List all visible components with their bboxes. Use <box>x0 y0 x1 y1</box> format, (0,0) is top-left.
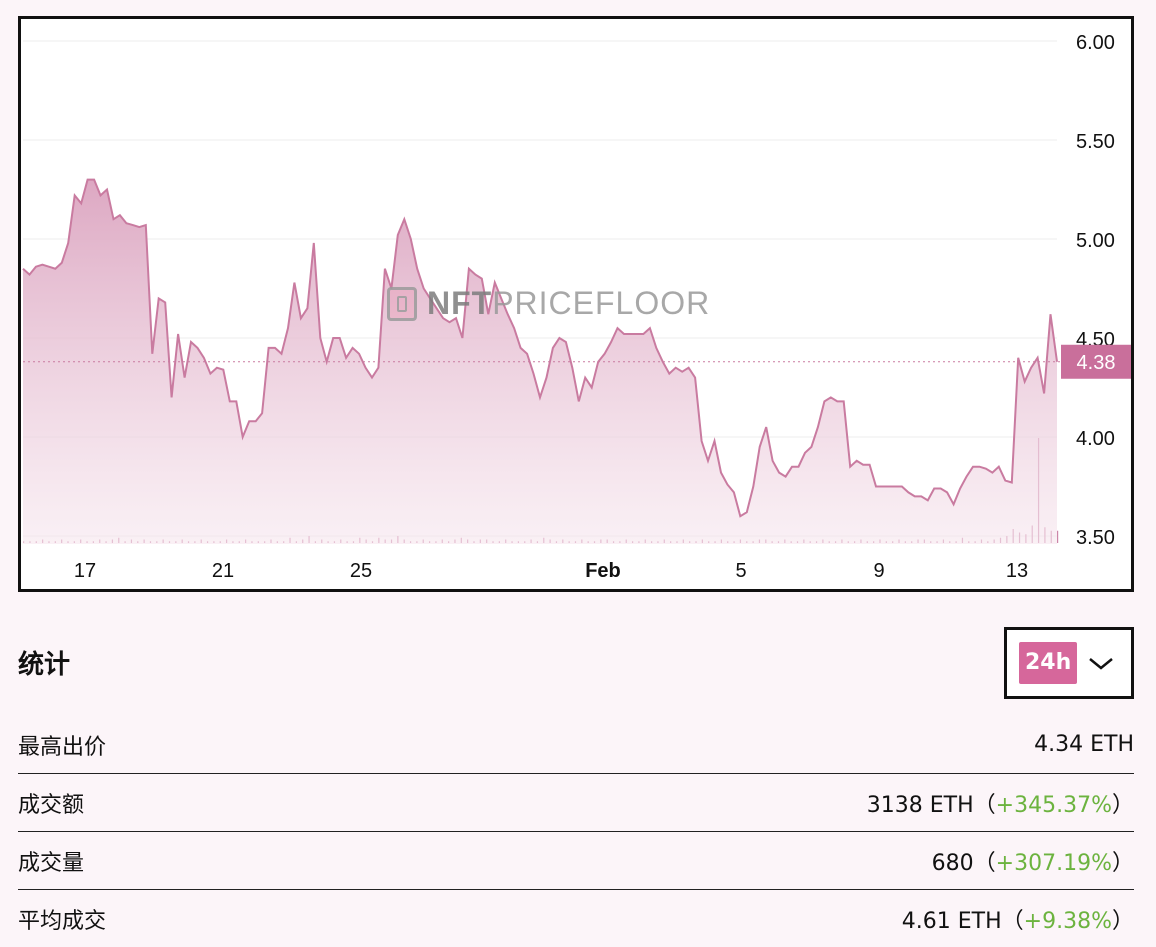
stat-value: 4.34 ETH <box>1034 732 1134 757</box>
watermark-light: PRICEFLOOR <box>492 285 711 321</box>
stat-value: 4.61 ETH（+9.38%） <box>901 908 1134 934</box>
stat-change: +345.37% <box>995 792 1112 818</box>
x-tick-label: 9 <box>873 560 884 582</box>
stat-row-average-sale: 平均成交 4.61 ETH（+9.38%） <box>18 890 1134 947</box>
x-tick-label: 21 <box>212 560 234 582</box>
nftpricefloor-watermark: NFTPRICEFLOOR <box>387 285 710 322</box>
watermark-bold: NFT <box>427 285 493 321</box>
stat-row-volume: 成交额 3138 ETH（+345.37%） <box>18 774 1134 832</box>
y-tick-label: 3.50 <box>1076 527 1115 549</box>
nftpricefloor-logo-icon <box>387 286 417 321</box>
x-tick-label: Feb <box>585 560 621 582</box>
price-chart-svg: 6.005.505.004.504.003.50 17 21 25 Feb 5 9 13 4… <box>22 32 1131 582</box>
stat-change: +9.38% <box>1023 908 1112 934</box>
time-range-dropdown[interactable]: 24h <box>1004 627 1134 699</box>
stat-change: +307.19% <box>995 850 1112 876</box>
stat-label: 平均成交 <box>18 908 107 934</box>
volume-bar <box>1057 530 1059 543</box>
stat-value: 3138 ETH（+345.37%） <box>866 792 1134 818</box>
y-tick-label: 5.00 <box>1076 230 1115 252</box>
stats-list: 最高出价 4.34 ETH 成交额 3138 ETH（+345.37%） 成交量… <box>18 716 1134 947</box>
stat-row-highest-bid: 最高出价 4.34 ETH <box>18 716 1134 774</box>
current-value-label: 4.38 <box>1077 352 1116 374</box>
time-range-value: 24h <box>1019 642 1078 684</box>
x-tick-label: 25 <box>350 560 372 582</box>
stat-label: 最高出价 <box>18 734 107 760</box>
stat-label: 成交量 <box>18 850 85 876</box>
x-tick-label: 17 <box>74 560 96 582</box>
current-value-badge <box>1061 344 1131 379</box>
chevron-down-icon <box>1089 658 1114 670</box>
price-line <box>22 178 1058 518</box>
x-tick-label: 5 <box>735 560 746 582</box>
price-chart[interactable]: 6.00 5.50 5.00 4.50 4.00 3.50 17 21 25 Feb 5 9 13 4… <box>18 16 1134 592</box>
stat-label: 成交额 <box>18 792 85 818</box>
stats-title: 统计 <box>18 650 71 680</box>
stat-row-sales: 成交量 680（+307.19%） <box>18 832 1134 890</box>
stat-value: 680（+307.19%） <box>931 850 1134 876</box>
x-tick-label: 13 <box>1006 560 1028 582</box>
y-tick-label: 5.50 <box>1076 131 1115 153</box>
y-tick-label: 6.00 <box>1076 32 1115 54</box>
y-tick-label: 4.00 <box>1076 428 1115 450</box>
price-area <box>23 179 1057 544</box>
